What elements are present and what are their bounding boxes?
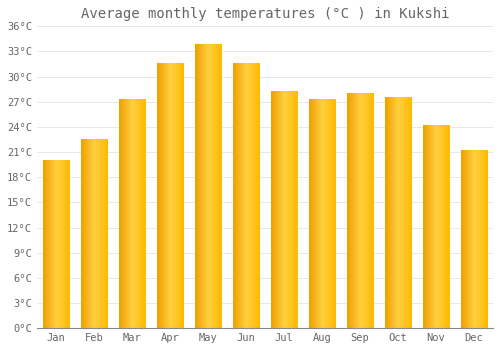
Title: Average monthly temperatures (°C ) in Kukshi: Average monthly temperatures (°C ) in Ku… [80, 7, 449, 21]
